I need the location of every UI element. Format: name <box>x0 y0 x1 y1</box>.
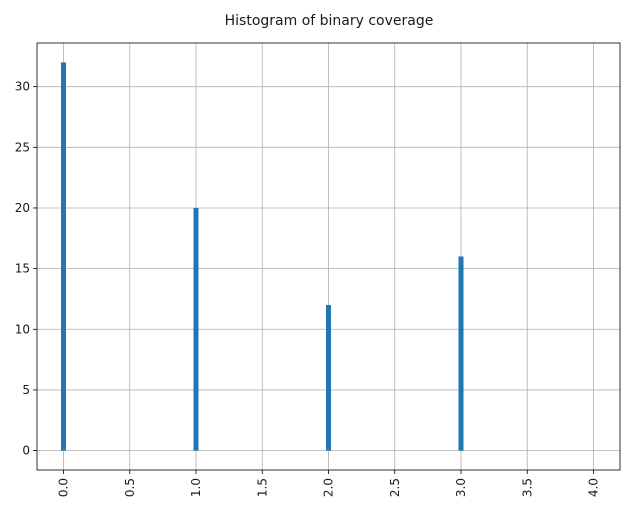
chart-title: Histogram of binary coverage <box>225 13 434 29</box>
x-tick-label: 2.5 <box>388 478 402 497</box>
x-tick-label: 2.0 <box>322 478 336 497</box>
x-tick-label: 3.5 <box>520 478 534 497</box>
x-tick-label: 0.5 <box>123 478 137 497</box>
histogram-bar <box>458 256 464 451</box>
y-tick-label: 25 <box>15 140 30 154</box>
histogram-bar <box>193 207 199 451</box>
y-tick-label: 15 <box>15 262 30 276</box>
x-tick-label: 1.0 <box>189 478 203 497</box>
histogram-bar <box>61 62 66 451</box>
y-tick-label: 5 <box>22 383 30 397</box>
x-tick-label: 1.5 <box>255 478 269 497</box>
y-tick-label: 0 <box>22 444 30 458</box>
y-tick-label: 30 <box>15 80 30 94</box>
x-tick-label: 0.0 <box>57 478 71 497</box>
x-tick-label: 3.0 <box>454 478 468 497</box>
y-tick-label: 10 <box>15 322 30 336</box>
bars <box>61 62 464 451</box>
axes: 0.0 0.5 1.0 1.5 2.0 2.5 3.0 3.5 4.0 0 5 10 15 20 25 30 <box>15 42 621 497</box>
y-tick-label: 20 <box>15 201 30 215</box>
histogram-bar <box>326 305 331 451</box>
x-tick-label: 4.0 <box>587 478 601 497</box>
grid-lines <box>37 43 620 470</box>
